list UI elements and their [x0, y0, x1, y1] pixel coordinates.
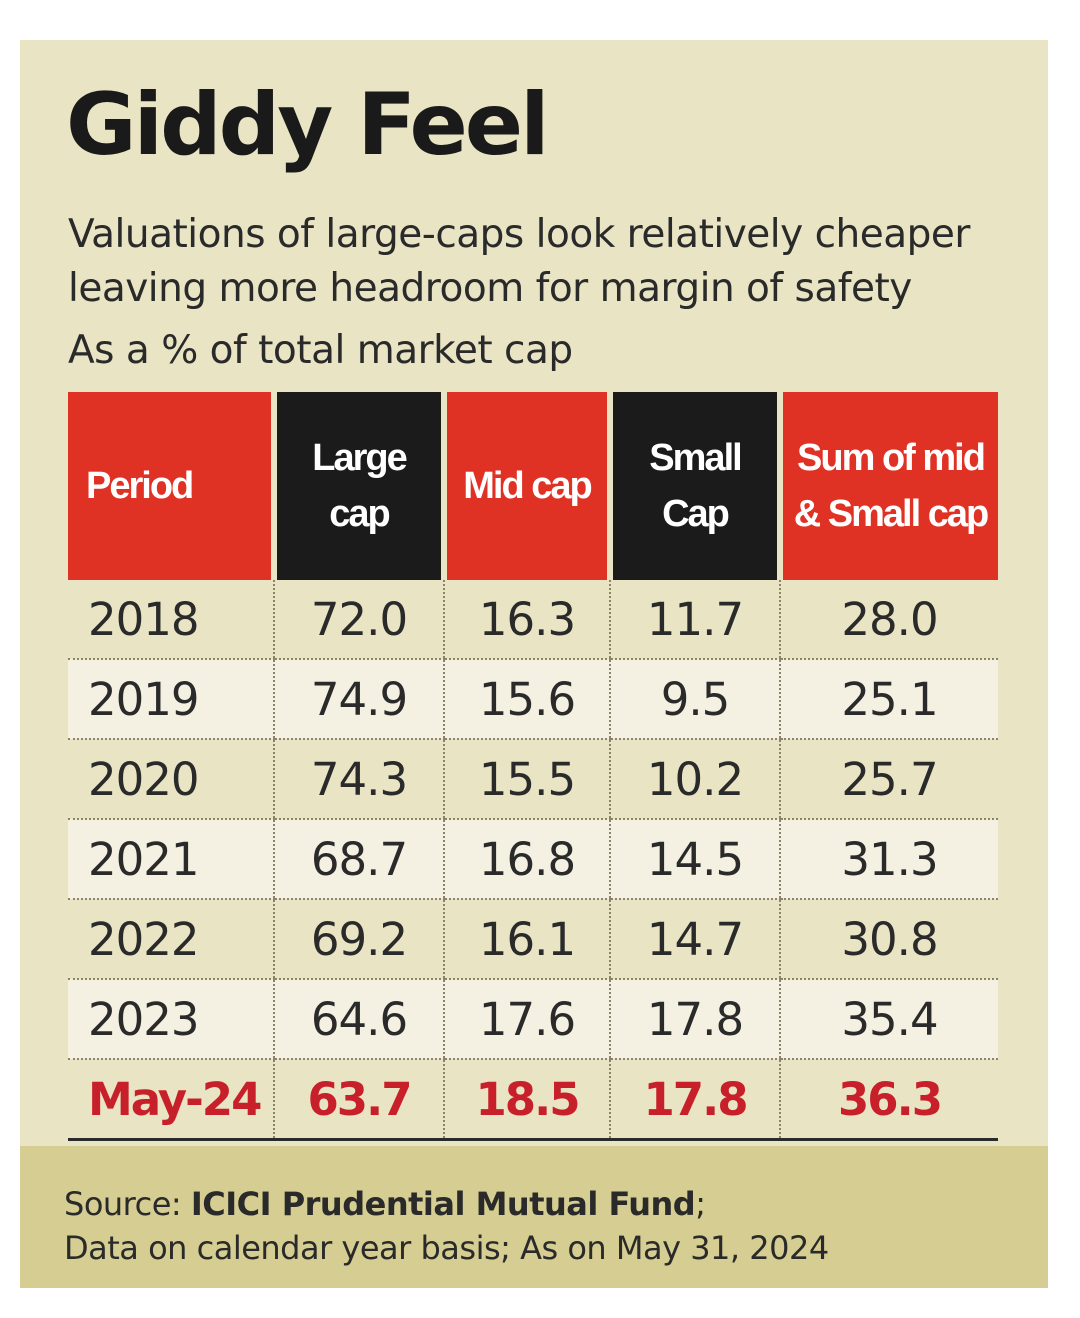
cell-sum: 36.3	[779, 1059, 998, 1141]
table-row: 2020 74.3 15.5 10.2 25.7	[68, 739, 998, 820]
table-row: 2022 69.2 16.1 14.7 30.8	[68, 899, 998, 980]
table-row-highlight: May-24 63.7 18.5 17.8 36.3	[68, 1059, 998, 1141]
cell-sum: 28.0	[779, 580, 998, 660]
source-data-note: Data on calendar year basis; As on May 3…	[64, 1229, 829, 1267]
source-label: Source:	[64, 1185, 191, 1223]
cell-large-cap: 68.7	[273, 819, 444, 900]
cell-small-cap: 17.8	[609, 1059, 780, 1141]
infographic-card: Giddy Feel Valuations of large-caps look…	[20, 40, 1048, 1288]
chart-subtitle: Valuations of large-caps look relatively…	[68, 212, 970, 311]
cell-large-cap: 72.0	[273, 580, 444, 660]
cell-mid-cap: 17.6	[443, 979, 610, 1060]
cell-mid-cap: 15.5	[443, 739, 610, 820]
cell-period: May-24	[68, 1059, 274, 1141]
cell-large-cap: 63.7	[273, 1059, 444, 1141]
cell-mid-cap: 16.1	[443, 899, 610, 980]
header-sum-mid-small: Sum of mid & Small cap	[777, 392, 998, 580]
source-note: Source: ICICI Prudential Mutual Fund; Da…	[64, 1182, 829, 1270]
cell-period: 2021	[68, 819, 274, 900]
cell-sum: 31.3	[779, 819, 998, 900]
cell-large-cap: 74.9	[273, 659, 444, 740]
table-row: 2018 72.0 16.3 11.7 28.0	[68, 580, 998, 660]
cell-period: 2023	[68, 979, 274, 1060]
cell-large-cap: 74.3	[273, 739, 444, 820]
market-cap-table: Period Large cap Mid cap Small Cap Sum o…	[68, 392, 998, 1141]
cell-small-cap: 11.7	[609, 580, 780, 660]
source-suffix: ;	[695, 1185, 706, 1223]
cell-sum: 35.4	[779, 979, 998, 1060]
chart-title: Giddy Feel	[66, 75, 550, 175]
table-row: 2019 74.9 15.6 9.5 25.1	[68, 659, 998, 740]
header-small-cap: Small Cap	[607, 392, 780, 580]
header-period: Period	[68, 392, 274, 580]
unit-label: As a % of total market cap	[68, 328, 573, 373]
table-row: 2023 64.6 17.6 17.8 35.4	[68, 979, 998, 1060]
cell-small-cap: 14.5	[609, 819, 780, 900]
cell-mid-cap: 18.5	[443, 1059, 610, 1141]
cell-small-cap: 9.5	[609, 659, 780, 740]
cell-period: 2022	[68, 899, 274, 980]
cell-large-cap: 69.2	[273, 899, 444, 980]
table-row: 2021 68.7 16.8 14.5 31.3	[68, 819, 998, 900]
cell-period: 2019	[68, 659, 274, 740]
source-name: ICICI Prudential Mutual Fund	[190, 1185, 696, 1223]
cell-small-cap: 10.2	[609, 739, 780, 820]
cell-period: 2018	[68, 580, 274, 660]
header-large-cap: Large cap	[271, 392, 444, 580]
cell-sum: 30.8	[779, 899, 998, 980]
cell-sum: 25.7	[779, 739, 998, 820]
cell-mid-cap: 16.8	[443, 819, 610, 900]
cell-small-cap: 14.7	[609, 899, 780, 980]
footer-band	[20, 1146, 1048, 1288]
cell-large-cap: 64.6	[273, 979, 444, 1060]
header-mid-cap: Mid cap	[441, 392, 610, 580]
cell-mid-cap: 16.3	[443, 580, 610, 660]
table-header-row: Period Large cap Mid cap Small Cap Sum o…	[68, 392, 998, 580]
cell-sum: 25.1	[779, 659, 998, 740]
cell-mid-cap: 15.6	[443, 659, 610, 740]
cell-period: 2020	[68, 739, 274, 820]
cell-small-cap: 17.8	[609, 979, 780, 1060]
